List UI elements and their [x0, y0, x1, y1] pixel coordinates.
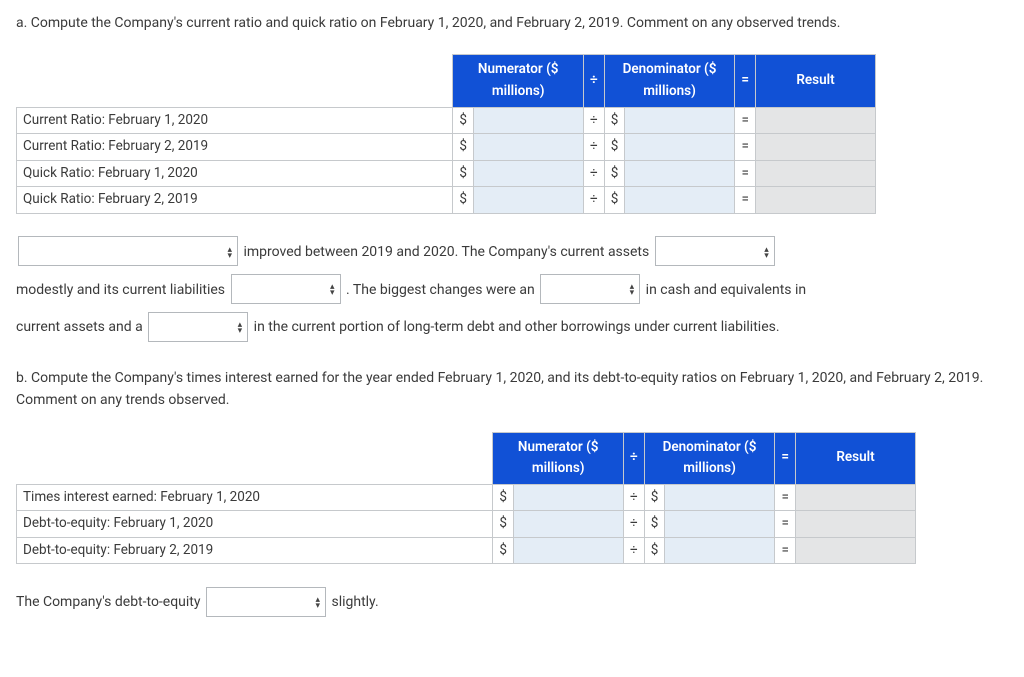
header-divide: ÷ [584, 55, 605, 107]
row-label: Times interest earned: February 1, 2020 [17, 484, 493, 511]
numerator-input[interactable] [514, 537, 624, 564]
fill-text: The Company's debt-to-equity [16, 594, 204, 610]
row-label: Debt-to-equity: February 1, 2020 [17, 511, 493, 538]
dropdown-debt-change[interactable] [148, 312, 248, 342]
header-result: Result [756, 55, 876, 107]
fill-text: current assets and a [16, 319, 146, 335]
denominator-input[interactable] [665, 511, 775, 538]
header-equals: = [735, 55, 756, 107]
header-denominator: Denominator ($ millions) [604, 55, 735, 107]
row-label: Quick Ratio: February 1, 2020 [17, 160, 453, 187]
result-cell[interactable] [756, 134, 876, 161]
equals-op: = [775, 537, 796, 564]
part-a-fill: ▴▾ improved between 2019 and 2020. The C… [16, 234, 1008, 347]
dropdown-ratio-improved[interactable] [18, 236, 238, 266]
equals-op: = [735, 134, 756, 161]
header-numerator: Numerator ($ millions) [453, 55, 584, 107]
part-b-fill: The Company's debt-to-equity ▴▾ slightly… [16, 584, 1008, 622]
numerator-input[interactable] [474, 134, 584, 161]
currency-prefix: $ [644, 511, 665, 538]
fill-text: modestly and its current liabilities [16, 282, 229, 298]
empty-header [17, 55, 453, 107]
numerator-input[interactable] [514, 511, 624, 538]
dropdown-assets-trend[interactable] [655, 236, 775, 266]
table-row: Quick Ratio: February 1, 2020 $ ÷ $ = [17, 160, 876, 187]
equals-op: = [775, 484, 796, 511]
denominator-input[interactable] [625, 107, 735, 134]
dropdown-liabilities-trend[interactable] [231, 274, 341, 304]
table-row: Debt-to-equity: February 2, 2019 $ ÷ $ = [17, 537, 916, 564]
fill-text: . The biggest changes were an [346, 282, 538, 298]
currency-prefix: $ [644, 537, 665, 564]
row-label: Quick Ratio: February 2, 2019 [17, 187, 453, 214]
ratios-table-a: Numerator ($ millions) ÷ Denominator ($ … [16, 54, 876, 214]
empty-header [17, 432, 493, 484]
ratios-table-b: Numerator ($ millions) ÷ Denominator ($ … [16, 432, 916, 565]
header-divide: ÷ [624, 432, 645, 484]
header-equals: = [775, 432, 796, 484]
table-row: Quick Ratio: February 2, 2019 $ ÷ $ = [17, 187, 876, 214]
denominator-input[interactable] [665, 484, 775, 511]
denominator-input[interactable] [625, 187, 735, 214]
result-cell[interactable] [796, 484, 916, 511]
equals-op: = [735, 160, 756, 187]
divide-op: ÷ [584, 107, 605, 134]
currency-prefix: $ [493, 511, 514, 538]
fill-text: slightly. [331, 594, 378, 610]
row-label: Current Ratio: February 1, 2020 [17, 107, 453, 134]
currency-prefix: $ [453, 107, 474, 134]
row-label: Current Ratio: February 2, 2019 [17, 134, 453, 161]
result-cell[interactable] [756, 107, 876, 134]
dropdown-de-trend[interactable] [206, 587, 326, 617]
header-numerator: Numerator ($ millions) [493, 432, 624, 484]
row-label: Debt-to-equity: February 2, 2019 [17, 537, 493, 564]
currency-prefix: $ [453, 160, 474, 187]
divide-op: ÷ [624, 511, 645, 538]
currency-prefix: $ [493, 537, 514, 564]
currency-prefix: $ [604, 187, 625, 214]
part-a-prompt: a. Compute the Company's current ratio a… [16, 12, 1008, 34]
divide-op: ÷ [624, 484, 645, 511]
currency-prefix: $ [604, 107, 625, 134]
divide-op: ÷ [584, 134, 605, 161]
divide-op: ÷ [624, 537, 645, 564]
numerator-input[interactable] [474, 187, 584, 214]
table-row: Current Ratio: February 2, 2019 $ ÷ $ = [17, 134, 876, 161]
currency-prefix: $ [493, 484, 514, 511]
denominator-input[interactable] [665, 537, 775, 564]
equals-op: = [735, 107, 756, 134]
divide-op: ÷ [584, 160, 605, 187]
fill-text: in the current portion of long-term debt… [254, 319, 780, 335]
part-b-prompt: b. Compute the Company's times interest … [16, 367, 1008, 412]
currency-prefix: $ [604, 160, 625, 187]
currency-prefix: $ [453, 134, 474, 161]
table-row: Debt-to-equity: February 1, 2020 $ ÷ $ = [17, 511, 916, 538]
table-row: Times interest earned: February 1, 2020 … [17, 484, 916, 511]
table-row: Current Ratio: February 1, 2020 $ ÷ $ = [17, 107, 876, 134]
numerator-input[interactable] [474, 160, 584, 187]
equals-op: = [735, 187, 756, 214]
result-cell[interactable] [756, 187, 876, 214]
fill-text: in cash and equivalents in [646, 282, 806, 298]
result-cell[interactable] [796, 511, 916, 538]
dropdown-cash-change[interactable] [540, 274, 640, 304]
numerator-input[interactable] [514, 484, 624, 511]
denominator-input[interactable] [625, 134, 735, 161]
result-cell[interactable] [796, 537, 916, 564]
fill-text: improved between 2019 and 2020. The Comp… [243, 244, 652, 260]
numerator-input[interactable] [474, 107, 584, 134]
result-cell[interactable] [756, 160, 876, 187]
divide-op: ÷ [584, 187, 605, 214]
denominator-input[interactable] [625, 160, 735, 187]
currency-prefix: $ [453, 187, 474, 214]
header-result: Result [796, 432, 916, 484]
currency-prefix: $ [644, 484, 665, 511]
equals-op: = [775, 511, 796, 538]
header-denominator: Denominator ($ millions) [644, 432, 775, 484]
currency-prefix: $ [604, 134, 625, 161]
